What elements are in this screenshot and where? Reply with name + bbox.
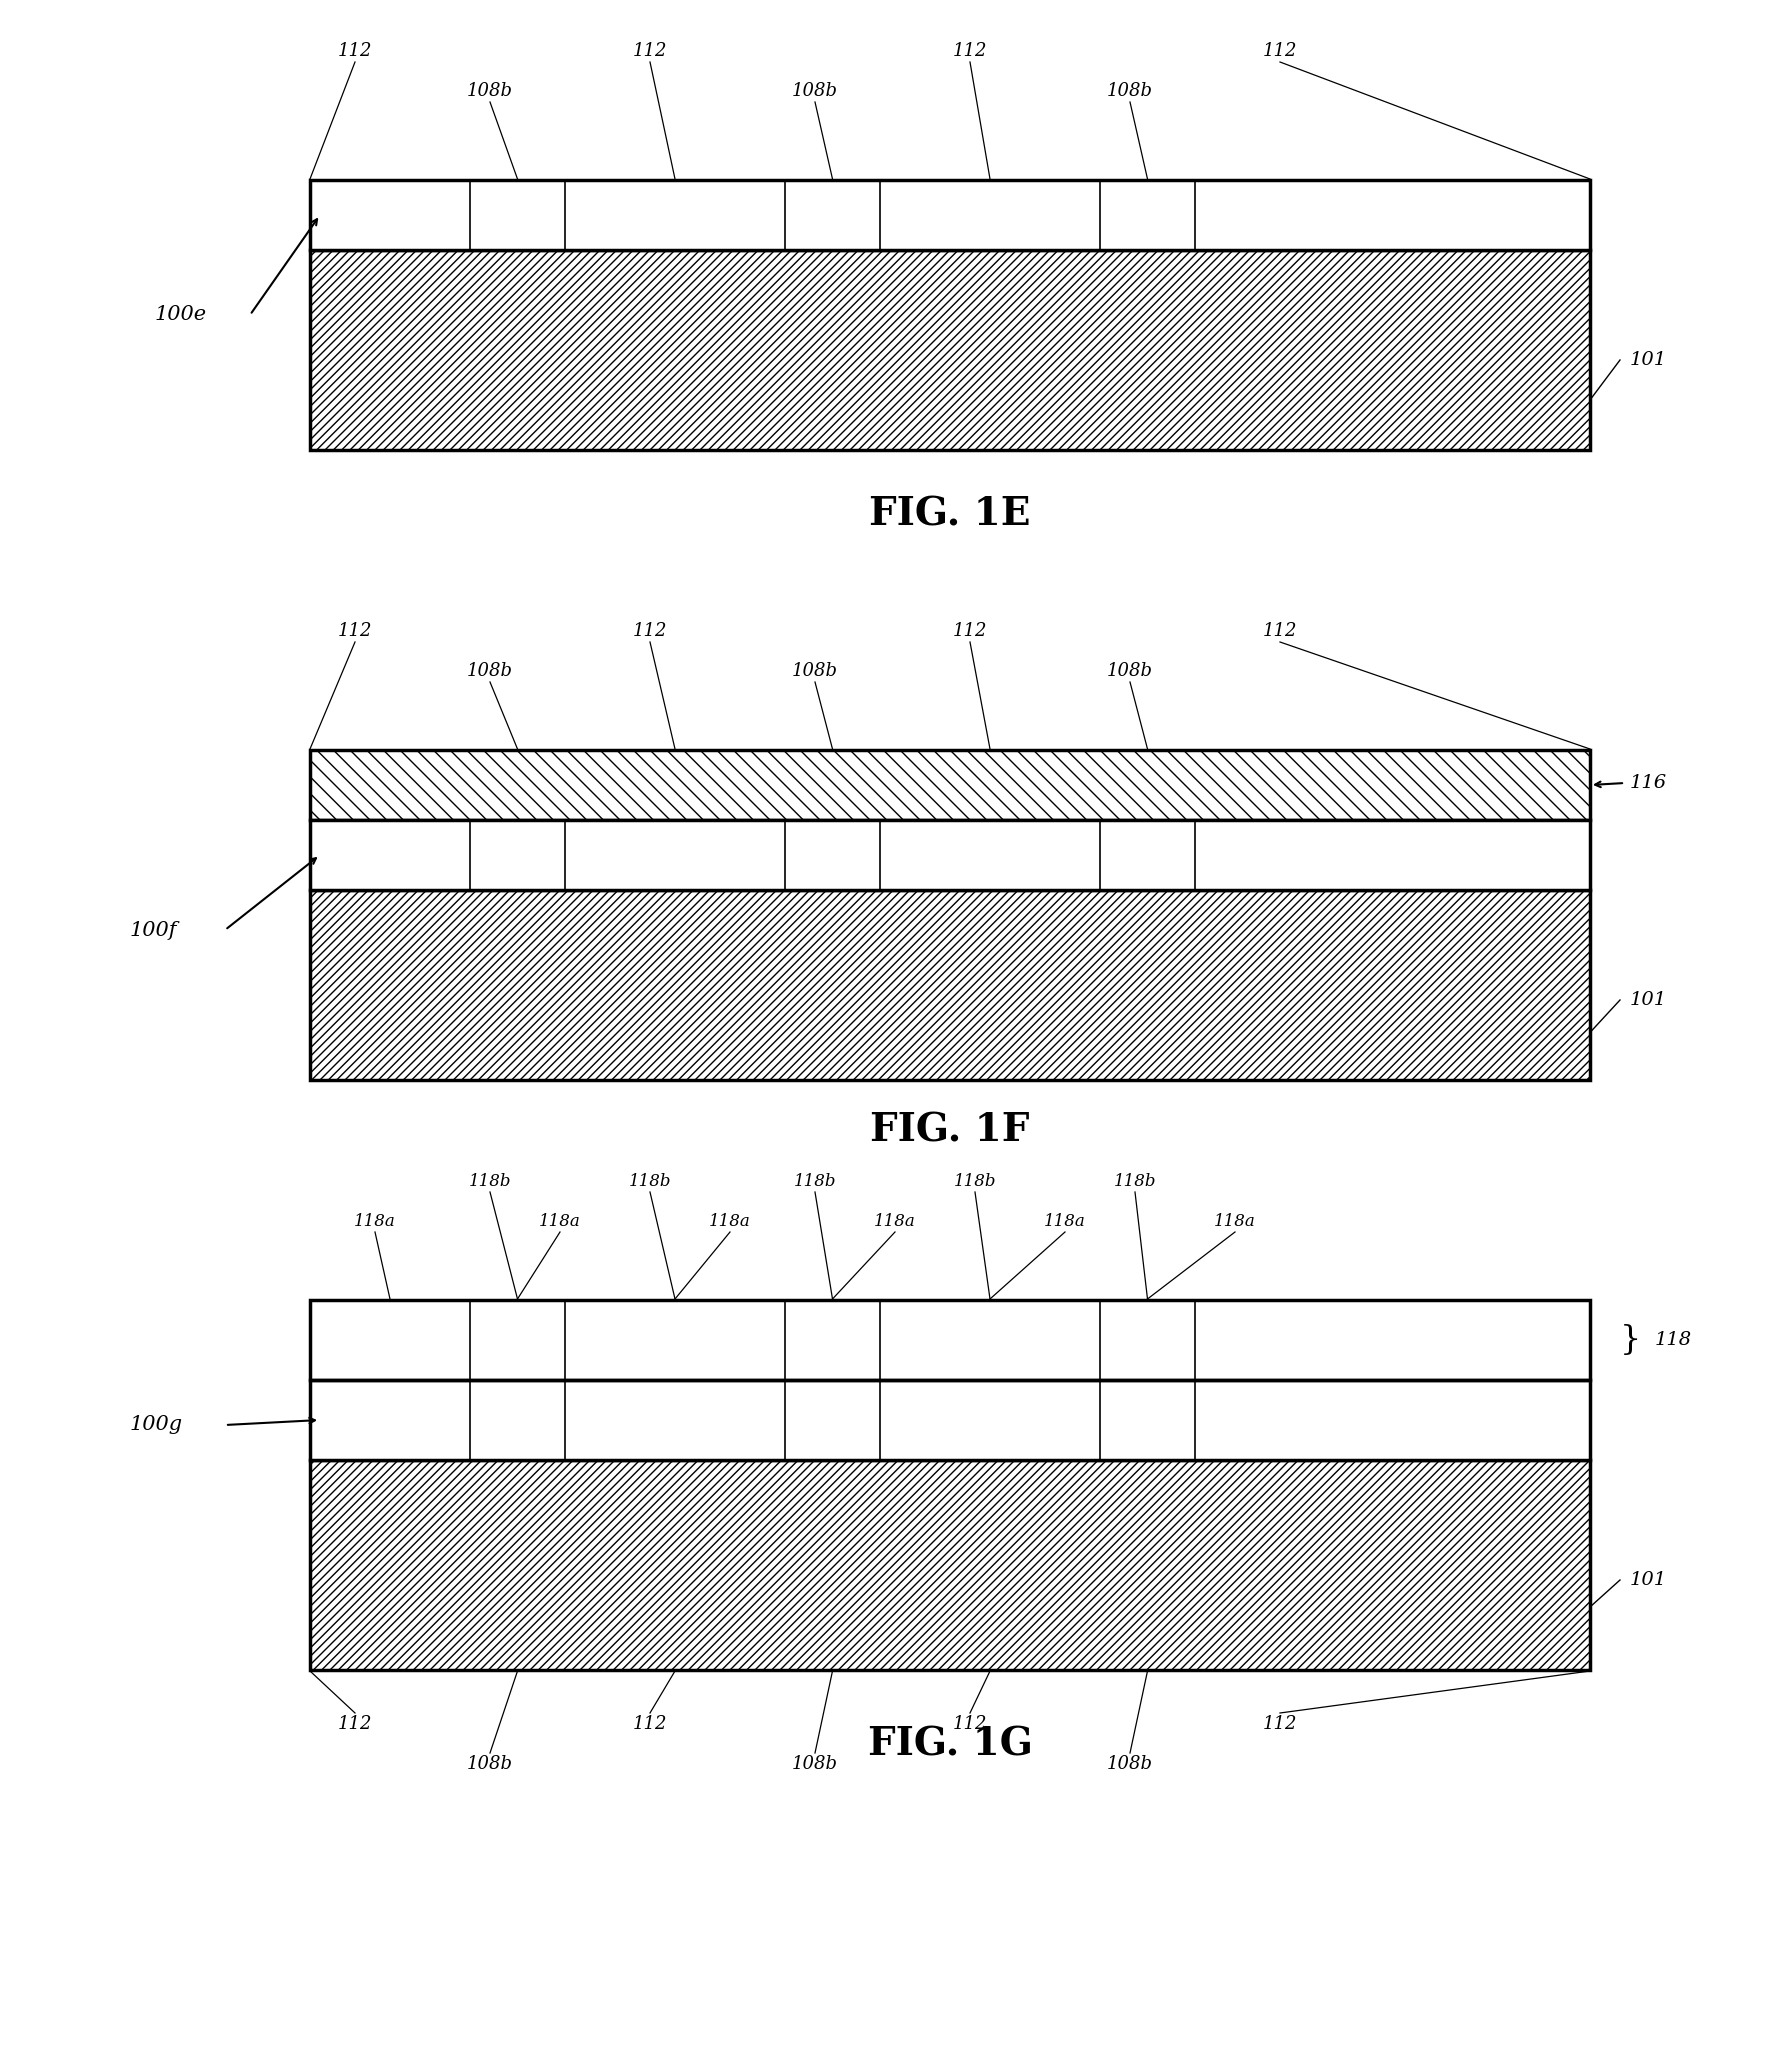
Bar bbox=[309, 1300, 469, 1380]
Bar bbox=[309, 820, 1590, 890]
Text: 100f: 100f bbox=[130, 921, 178, 939]
Text: }: } bbox=[1620, 1325, 1641, 1355]
Text: FIG. 1G: FIG. 1G bbox=[868, 1726, 1033, 1763]
Bar bbox=[880, 1380, 1101, 1461]
Text: 112: 112 bbox=[633, 622, 667, 641]
Bar bbox=[880, 820, 1101, 890]
Bar bbox=[469, 820, 565, 890]
Text: 112: 112 bbox=[953, 41, 987, 60]
Bar bbox=[309, 179, 1590, 249]
Text: 101: 101 bbox=[1630, 350, 1668, 369]
Text: 116: 116 bbox=[1630, 775, 1668, 791]
Bar bbox=[786, 1300, 880, 1380]
Text: 112: 112 bbox=[338, 1716, 372, 1732]
Bar bbox=[786, 1380, 880, 1461]
Text: 118b: 118b bbox=[953, 1172, 996, 1191]
Bar bbox=[1195, 1380, 1590, 1461]
Text: 112: 112 bbox=[338, 622, 372, 641]
Bar bbox=[469, 1300, 565, 1380]
Bar bbox=[1195, 179, 1590, 249]
Text: 108b: 108b bbox=[1108, 82, 1152, 101]
Text: 108b: 108b bbox=[468, 82, 514, 101]
Bar bbox=[786, 820, 880, 890]
Text: 100g: 100g bbox=[130, 1415, 183, 1434]
Bar bbox=[786, 179, 880, 249]
Text: 118a: 118a bbox=[1214, 1213, 1255, 1230]
Bar bbox=[309, 179, 469, 249]
Bar bbox=[309, 249, 1590, 449]
Bar bbox=[1101, 1300, 1195, 1380]
Text: 118a: 118a bbox=[1044, 1213, 1086, 1230]
Text: 112: 112 bbox=[953, 622, 987, 641]
Bar bbox=[565, 179, 786, 249]
Bar bbox=[309, 1300, 1590, 1380]
Bar bbox=[880, 179, 1101, 249]
Text: FIG. 1E: FIG. 1E bbox=[869, 496, 1031, 534]
Text: 118b: 118b bbox=[469, 1172, 512, 1191]
Bar bbox=[309, 1380, 1590, 1461]
Text: 112: 112 bbox=[1262, 1716, 1298, 1732]
Bar bbox=[1195, 1300, 1590, 1380]
Bar bbox=[880, 1300, 1101, 1380]
Text: FIG. 1F: FIG. 1F bbox=[869, 1110, 1029, 1149]
Bar bbox=[309, 750, 1590, 820]
Text: 118b: 118b bbox=[793, 1172, 836, 1191]
Bar bbox=[469, 1380, 565, 1461]
Text: 101: 101 bbox=[1630, 991, 1668, 1009]
Text: 118a: 118a bbox=[539, 1213, 581, 1230]
Text: 108b: 108b bbox=[1108, 1755, 1152, 1774]
Text: 118a: 118a bbox=[709, 1213, 750, 1230]
Text: 118a: 118a bbox=[875, 1213, 916, 1230]
Bar bbox=[309, 1461, 1590, 1671]
Text: 100e: 100e bbox=[155, 305, 206, 325]
Bar bbox=[309, 820, 1590, 890]
Text: 108b: 108b bbox=[468, 661, 514, 680]
Text: 112: 112 bbox=[633, 1716, 667, 1732]
Bar bbox=[1101, 1380, 1195, 1461]
Bar bbox=[309, 820, 469, 890]
Bar bbox=[1101, 179, 1195, 249]
Text: 101: 101 bbox=[1630, 1572, 1668, 1588]
Text: 112: 112 bbox=[338, 41, 372, 60]
Bar bbox=[309, 1380, 469, 1461]
Text: 112: 112 bbox=[1262, 622, 1298, 641]
Bar bbox=[565, 1300, 786, 1380]
Text: 108b: 108b bbox=[791, 661, 837, 680]
Bar bbox=[1195, 820, 1590, 890]
Text: 108b: 108b bbox=[1108, 661, 1152, 680]
Text: 112: 112 bbox=[1262, 41, 1298, 60]
Bar bbox=[1101, 820, 1195, 890]
Text: 118b: 118b bbox=[1113, 1172, 1156, 1191]
Bar bbox=[565, 1380, 786, 1461]
Bar bbox=[309, 1380, 1590, 1461]
Text: 118: 118 bbox=[1655, 1331, 1693, 1349]
Bar bbox=[309, 890, 1590, 1079]
Text: 118a: 118a bbox=[354, 1213, 396, 1230]
Text: 108b: 108b bbox=[791, 82, 837, 101]
Bar bbox=[565, 820, 786, 890]
Text: 118b: 118b bbox=[629, 1172, 672, 1191]
Bar bbox=[309, 1300, 1590, 1380]
Text: 108b: 108b bbox=[791, 1755, 837, 1774]
Text: 112: 112 bbox=[953, 1716, 987, 1732]
Bar bbox=[469, 179, 565, 249]
Text: 108b: 108b bbox=[468, 1755, 514, 1774]
Text: 112: 112 bbox=[633, 41, 667, 60]
Bar bbox=[309, 179, 1590, 249]
